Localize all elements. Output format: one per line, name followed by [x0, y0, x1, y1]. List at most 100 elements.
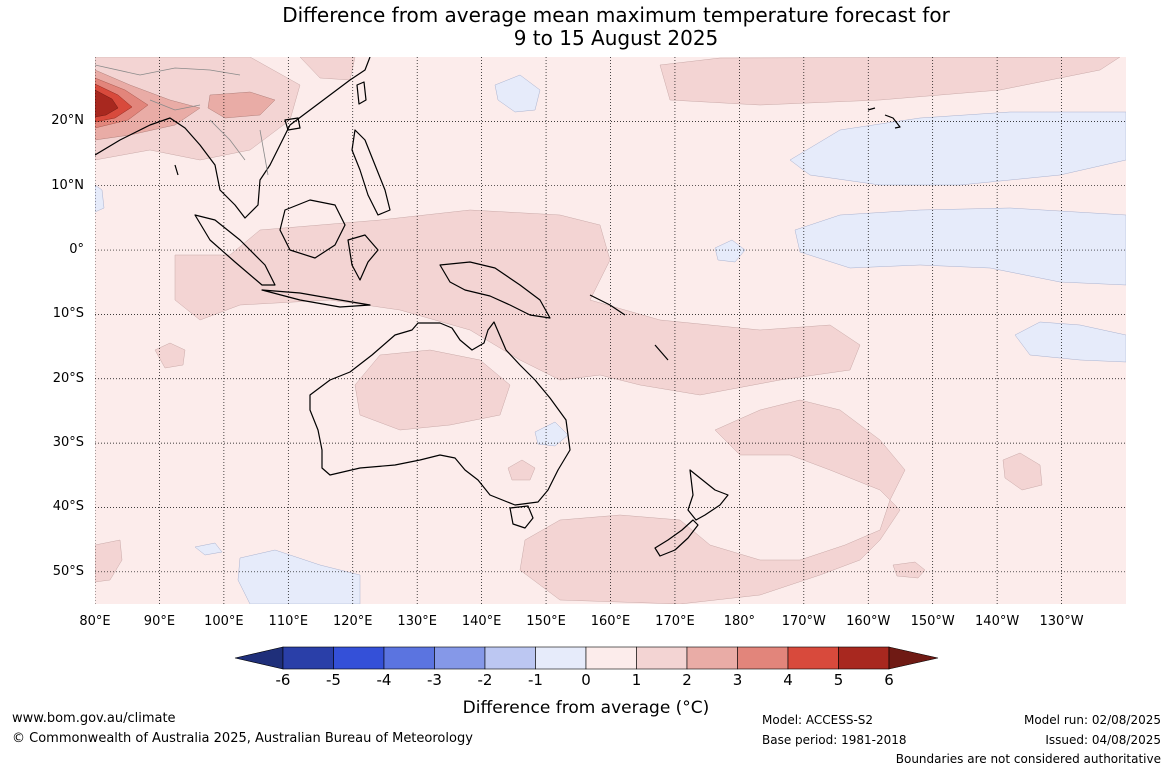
- colorbar: [234, 646, 939, 670]
- copyright-text: © Commonwealth of Australia 2025, Austra…: [12, 731, 473, 746]
- colorbar-swatch: [636, 646, 688, 670]
- anomaly-region: [95, 89, 119, 118]
- colorbar-tick-label: 6: [884, 671, 894, 689]
- longitude-tick-label: 80°E: [79, 614, 111, 629]
- latitude-tick-label: 20°S: [52, 370, 84, 386]
- longitude-tick-label: 150°E: [526, 614, 566, 629]
- latitude-tick-label: 0°: [69, 242, 84, 258]
- map-title: Difference from average mean maximum tem…: [0, 4, 1173, 50]
- longitude-tick-label: 130°W: [1039, 614, 1084, 629]
- colorbar-swatch: [535, 646, 587, 670]
- anomaly-region: [534, 421, 569, 447]
- java-coastline: [261, 289, 371, 308]
- anomaly-minus1-to-0-regions: [95, 74, 1126, 604]
- base-period: Base period: 1981-2018: [762, 733, 907, 747]
- colorbar-tick-label: -1: [528, 671, 543, 689]
- longitude-tick-label: 110°E: [268, 614, 309, 629]
- colorbar-tick-label: 1: [631, 671, 642, 689]
- colorbar-swatch: [282, 646, 334, 670]
- sri-lanka-coastline: [174, 164, 179, 176]
- hawaii-coastline: [867, 107, 901, 129]
- sulawesi-coastline: [347, 234, 379, 281]
- border-line: [95, 64, 269, 176]
- colorbar-tick-label: 0: [581, 671, 591, 689]
- longitude-tick-label: 140°E: [461, 614, 502, 629]
- graticule: [95, 57, 1126, 604]
- coastlines: [95, 57, 901, 557]
- borneo-coastline: [279, 199, 346, 259]
- longitude-tick-label: 100°E: [204, 614, 244, 629]
- colorbar-title: Difference from average (°C): [462, 698, 710, 718]
- anomaly-region: [794, 207, 1126, 286]
- model-name: Model: ACCESS-S2: [762, 713, 874, 727]
- anomaly-5-to-6-regions: [95, 89, 119, 118]
- longitude-tick-label: 140°W: [975, 614, 1020, 629]
- colorbar-swatch: [787, 646, 839, 670]
- internal-borders: [95, 64, 269, 176]
- longitude-tick-label: 150°W: [910, 614, 955, 629]
- colorbar-tick-label: -3: [427, 671, 442, 689]
- tasmania-coastline: [509, 505, 534, 529]
- colorbar-swatch: [838, 646, 890, 670]
- issued-date: Issued: 04/08/2025: [1045, 733, 1161, 747]
- anomaly-region: [194, 542, 223, 556]
- colorbar-swatch: [737, 646, 789, 670]
- anomaly-region: [207, 91, 276, 119]
- longitude-tick-label: 170°E: [655, 614, 695, 629]
- anomaly-region: [507, 459, 536, 481]
- anomaly-region: [494, 74, 541, 113]
- colorbar-swatch: [383, 646, 435, 670]
- latitude-tick-label: 30°S: [52, 435, 84, 451]
- colorbar-tick-label: -4: [376, 671, 392, 689]
- latitude-tick-label: 50°S: [52, 563, 84, 579]
- anomaly-region: [354, 349, 511, 431]
- longitude-tick-label: 180°: [723, 614, 756, 629]
- colorbar-swatch: [585, 646, 637, 670]
- model-run-date: Model run: 02/08/2025: [1023, 713, 1161, 727]
- colorbar-tick-label: 2: [682, 671, 692, 689]
- longitude-tick-label: 120°E: [332, 614, 373, 629]
- anomaly-region: [95, 184, 105, 213]
- latitude-tick-label: 40°S: [52, 499, 84, 515]
- longitude-tick-label: 160°W: [846, 614, 891, 629]
- latitude-tick-label: 20°N: [51, 113, 84, 129]
- anomaly-region: [1014, 321, 1126, 363]
- latitude-tick-label: 10°N: [51, 177, 84, 193]
- colorbar-swatch: [434, 646, 486, 670]
- taiwan-coastline: [356, 81, 367, 105]
- anomaly-region: [1002, 452, 1043, 491]
- anomaly-region: [154, 342, 186, 369]
- australia-coastline: [309, 321, 571, 506]
- longitude-tick-label: 170°W: [781, 614, 826, 629]
- colorbar-swatch: [484, 646, 536, 670]
- longitude-tick-label: 90°E: [143, 614, 176, 629]
- colorbar-tick-label: 4: [783, 671, 793, 689]
- hainan-coastline: [284, 117, 301, 131]
- colorbar-tick-label: 5: [833, 671, 844, 689]
- solomon-islands-coastline: [589, 294, 626, 316]
- colorbar-swatch: [333, 646, 385, 670]
- longitude-tick-label: 160°E: [590, 614, 631, 629]
- colorbar-tick-label: -2: [477, 671, 493, 689]
- longitude-tick-label: 130°E: [397, 614, 437, 629]
- colorbar-tick-label: -5: [326, 671, 341, 689]
- asia-mainland-coastline: [95, 57, 371, 219]
- anomaly-region: [174, 209, 861, 396]
- anomaly-region: [237, 549, 361, 604]
- colorbar-extension-high: [888, 646, 939, 670]
- new-guinea-coastline: [439, 261, 551, 319]
- anomaly-region: [789, 111, 1126, 186]
- latitude-tick-label: 10°S: [52, 306, 84, 322]
- anomaly-region: [659, 57, 1121, 106]
- philippines-coastline: [351, 129, 391, 216]
- website-link[interactable]: www.bom.gov.au/climate: [12, 711, 176, 726]
- colorbar-tick-label: 3: [732, 671, 743, 689]
- anomaly-1-to-2-regions: [95, 57, 1121, 604]
- anomaly-region: [714, 239, 746, 263]
- boundary-disclaimer: Boundaries are not considered authoritat…: [895, 752, 1161, 766]
- colorbar-swatch: [686, 646, 738, 670]
- colorbar-tick-label: -6: [275, 671, 291, 689]
- new-zealand-south-coastline: [654, 519, 699, 557]
- anomaly-region: [892, 561, 926, 579]
